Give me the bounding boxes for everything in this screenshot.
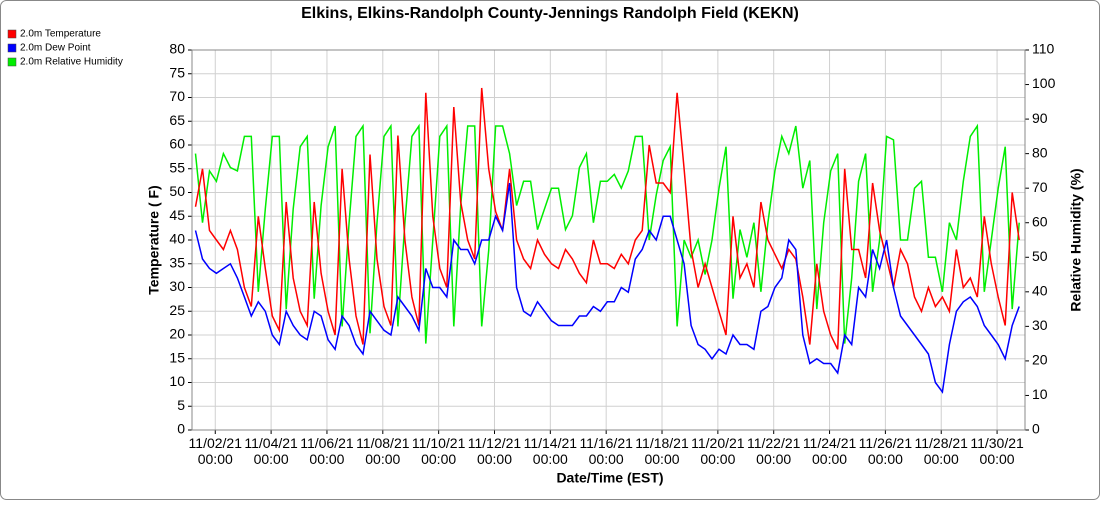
y-tick-label: 45 (169, 207, 185, 223)
y-axis-label: Temperature ( F) (146, 185, 162, 294)
y-tick-label: 50 (169, 183, 185, 199)
plot-border (191, 49, 1026, 431)
y-tick-label: 80 (169, 41, 185, 57)
x-tick-label: 11/08/21 00:00 (356, 435, 410, 467)
legend-label: 2.0m Dew Point (20, 43, 91, 54)
y2-tick-label: 110 (1032, 41, 1055, 57)
y-tick-label: 70 (169, 88, 185, 104)
legend-label: 2.0m Relative Humidity (20, 57, 123, 68)
x-tick-label: 11/04/21 00:00 (244, 435, 298, 467)
x-tick-label: 11/22/21 00:00 (747, 435, 801, 467)
y-tick-label: 5 (177, 397, 185, 413)
y-tick-label: 35 (169, 254, 185, 270)
x-tick-label: 11/12/21 00:00 (468, 435, 522, 467)
y-tick-label: 65 (169, 112, 185, 128)
y2-tick-label: 30 (1032, 317, 1048, 333)
series-line (194, 87, 1020, 350)
x-tick-label: 11/14/21 00:00 (524, 435, 578, 467)
x-tick-label: 11/26/21 00:00 (859, 435, 913, 467)
y2-tick-label: 50 (1032, 248, 1048, 264)
x-tick-label: 11/30/21 00:00 (970, 435, 1024, 467)
y-tick-label: 20 (169, 326, 185, 342)
x-tick-label: 11/02/21 00:00 (189, 435, 243, 467)
y2-tick-label: 20 (1032, 352, 1048, 368)
y2-tick-label: 10 (1032, 386, 1048, 402)
x-tick-label: 11/06/21 00:00 (300, 435, 354, 467)
y-tick-label: 55 (169, 159, 185, 175)
series-line (194, 123, 1020, 344)
y-tick-label: 0 (177, 421, 185, 437)
legend-swatch (7, 43, 17, 53)
y2-axis-label: Relative Humidity (%) (1068, 168, 1084, 311)
y2-tick-label: 80 (1032, 144, 1048, 160)
legend-label: 2.0m Temperature (20, 29, 101, 40)
x-tick-label: 11/24/21 00:00 (803, 435, 857, 467)
x-tick-label: 11/20/21 00:00 (691, 435, 745, 467)
y2-tick-label: 60 (1032, 213, 1048, 229)
y-tick-label: 25 (169, 302, 185, 318)
chart-title: Elkins, Elkins-Randolph County-Jennings … (301, 5, 799, 22)
y-tick-label: 10 (169, 373, 185, 389)
y2-tick-label: 70 (1032, 179, 1048, 195)
legend-swatch (7, 57, 17, 67)
legend-swatch (7, 29, 17, 39)
y-tick-label: 75 (169, 64, 185, 80)
y-tick-label: 15 (169, 349, 185, 365)
x-tick-label: 11/18/21 00:00 (635, 435, 689, 467)
y2-tick-label: 0 (1032, 421, 1040, 437)
series-line (194, 182, 1020, 394)
x-tick-label: 11/10/21 00:00 (412, 435, 466, 467)
x-tick-label: 11/28/21 00:00 (915, 435, 969, 467)
y-tick-label: 60 (169, 136, 185, 152)
y2-tick-label: 90 (1032, 110, 1048, 126)
y2-tick-label: 40 (1032, 283, 1048, 299)
x-axis-label: Date/Time (EST) (556, 470, 663, 486)
y2-tick-label: 100 (1032, 75, 1056, 91)
y-tick-label: 30 (169, 278, 185, 294)
y-tick-label: 40 (169, 231, 185, 247)
x-tick-label: 11/16/21 00:00 (579, 435, 633, 467)
